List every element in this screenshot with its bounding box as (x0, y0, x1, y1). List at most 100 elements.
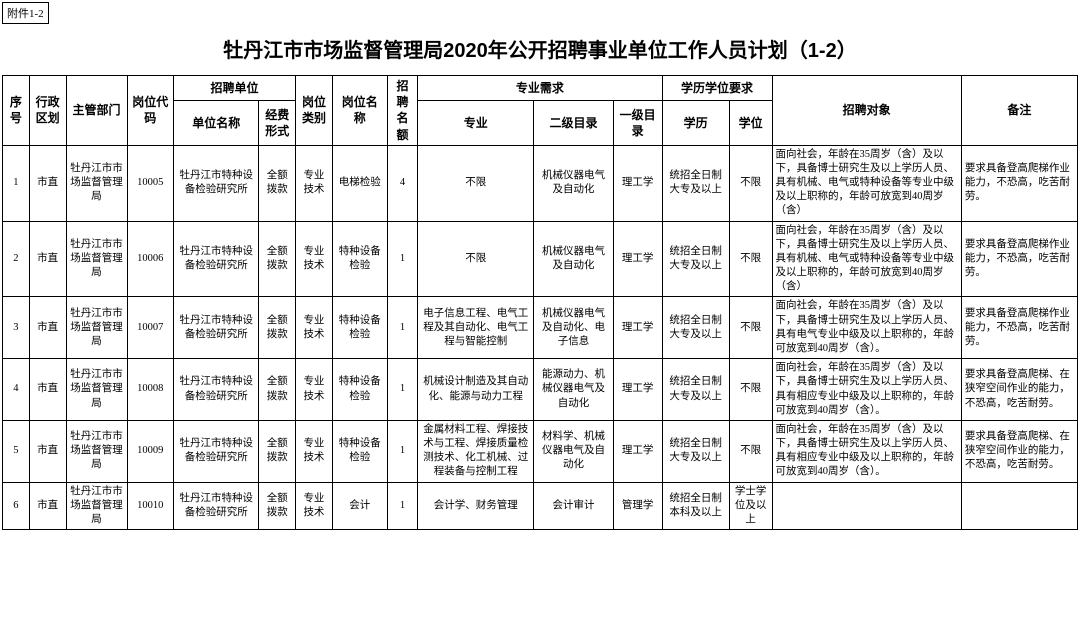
cell-unit: 牡丹江市特种设备检验研究所 (173, 297, 259, 359)
cell-edu: 统招全日制大专及以上 (662, 297, 729, 359)
cell-unit: 牡丹江市特种设备检验研究所 (173, 420, 259, 482)
cell-pname: 特种设备检验 (332, 221, 387, 297)
th-major-group: 专业需求 (418, 76, 662, 101)
table-row: 3市直牡丹江市市场监督管理局10007牡丹江市特种设备检验研究所全额拨款专业技术… (3, 297, 1078, 359)
cell-ptype: 专业技术 (296, 420, 333, 482)
cell-cat2: 机械仪器电气及自动化 (534, 145, 613, 221)
cell-unit: 牡丹江市特种设备检验研究所 (173, 145, 259, 221)
cell-target (772, 482, 961, 530)
th-target: 招聘对象 (772, 76, 961, 146)
cell-admin: 市直 (29, 221, 66, 297)
cell-fund: 全额拨款 (259, 482, 296, 530)
cell-cat1: 管理学 (613, 482, 662, 530)
cell-code: 10007 (127, 297, 173, 359)
cell-quota: 1 (387, 359, 418, 421)
cell-deg: 学士学位及以上 (729, 482, 772, 530)
cell-fund: 全额拨款 (259, 359, 296, 421)
cell-cat2: 会计审计 (534, 482, 613, 530)
cell-ptype: 专业技术 (296, 221, 333, 297)
th-code: 岗位代码 (127, 76, 173, 146)
cell-pname: 电梯检验 (332, 145, 387, 221)
cell-quota: 1 (387, 221, 418, 297)
cell-ptype: 专业技术 (296, 482, 333, 530)
cell-note: 要求具备登高爬梯作业能力，不恐高，吃苦耐劳。 (961, 145, 1077, 221)
table-row: 6市直牡丹江市市场监督管理局10010牡丹江市特种设备检验研究所全额拨款专业技术… (3, 482, 1078, 530)
th-pname: 岗位名称 (332, 76, 387, 146)
cell-admin: 市直 (29, 359, 66, 421)
cell-seq: 6 (3, 482, 30, 530)
cell-pname: 特种设备检验 (332, 359, 387, 421)
cell-admin: 市直 (29, 420, 66, 482)
th-cat1: 一级目录 (613, 101, 662, 146)
th-major: 专业 (418, 101, 534, 146)
th-ptype: 岗位类别 (296, 76, 333, 146)
cell-note: 要求具备登高爬梯作业能力，不恐高，吃苦耐劳。 (961, 221, 1077, 297)
cell-dept: 牡丹江市市场监督管理局 (66, 359, 127, 421)
cell-dept: 牡丹江市市场监督管理局 (66, 420, 127, 482)
cell-deg: 不限 (729, 145, 772, 221)
cell-admin: 市直 (29, 145, 66, 221)
cell-seq: 4 (3, 359, 30, 421)
cell-ptype: 专业技术 (296, 145, 333, 221)
page-title: 牡丹江市市场监督管理局2020年公开招聘事业单位工作人员计划（1-2） (0, 24, 1080, 75)
cell-deg: 不限 (729, 359, 772, 421)
table-body: 1市直牡丹江市市场监督管理局10005牡丹江市特种设备检验研究所全额拨款专业技术… (3, 145, 1078, 529)
cell-cat1: 理工学 (613, 221, 662, 297)
cell-deg: 不限 (729, 297, 772, 359)
cell-code: 10006 (127, 221, 173, 297)
cell-fund: 全额拨款 (259, 297, 296, 359)
cell-note (961, 482, 1077, 530)
th-deg: 学位 (729, 101, 772, 146)
cell-note: 要求具备登高爬梯作业能力，不恐高，吃苦耐劳。 (961, 297, 1077, 359)
table-row: 1市直牡丹江市市场监督管理局10005牡丹江市特种设备检验研究所全额拨款专业技术… (3, 145, 1078, 221)
cell-code: 10010 (127, 482, 173, 530)
cell-seq: 3 (3, 297, 30, 359)
th-fund: 经费形式 (259, 101, 296, 146)
th-note: 备注 (961, 76, 1077, 146)
cell-edu: 统招全日制大专及以上 (662, 221, 729, 297)
th-edu: 学历 (662, 101, 729, 146)
cell-edu: 统招全日制本科及以上 (662, 482, 729, 530)
cell-unit: 牡丹江市特种设备检验研究所 (173, 482, 259, 530)
cell-major: 机械设计制造及其自动化、能源与动力工程 (418, 359, 534, 421)
cell-pname: 特种设备检验 (332, 297, 387, 359)
th-admin: 行政区划 (29, 76, 66, 146)
cell-edu: 统招全日制大专及以上 (662, 420, 729, 482)
cell-major: 不限 (418, 145, 534, 221)
cell-dept: 牡丹江市市场监督管理局 (66, 221, 127, 297)
cell-seq: 5 (3, 420, 30, 482)
cell-target: 面向社会，年龄在35周岁（含）及以下，具备博士研究生及以上学历人员、具有相应专业… (772, 359, 961, 421)
cell-code: 10005 (127, 145, 173, 221)
cell-edu: 统招全日制大专及以上 (662, 359, 729, 421)
cell-code: 10008 (127, 359, 173, 421)
cell-quota: 4 (387, 145, 418, 221)
cell-fund: 全额拨款 (259, 420, 296, 482)
cell-ptype: 专业技术 (296, 297, 333, 359)
cell-seq: 1 (3, 145, 30, 221)
cell-admin: 市直 (29, 297, 66, 359)
cell-target: 面向社会，年龄在35周岁（含）及以下，具备博士研究生及以上学历人员、具有机械、电… (772, 145, 961, 221)
cell-seq: 2 (3, 221, 30, 297)
attachment-label: 附件1-2 (2, 2, 49, 24)
cell-cat2: 能源动力、机械仪器电气及自动化 (534, 359, 613, 421)
cell-note: 要求具备登高爬梯、在狭窄空间作业的能力，不恐高，吃苦耐劳。 (961, 420, 1077, 482)
cell-cat2: 机械仪器电气及自动化、电子信息 (534, 297, 613, 359)
cell-major: 金属材料工程、焊接技术与工程、焊接质量检测技术、化工机械、过程装备与控制工程 (418, 420, 534, 482)
recruitment-table: 序号 行政区划 主管部门 岗位代码 招聘单位 岗位类别 岗位名称 招聘名额 专业… (2, 75, 1078, 530)
cell-cat1: 理工学 (613, 297, 662, 359)
cell-target: 面向社会，年龄在35周岁（含）及以下，具备博士研究生及以上学历人员、具有机械、电… (772, 221, 961, 297)
cell-unit: 牡丹江市特种设备检验研究所 (173, 221, 259, 297)
cell-quota: 1 (387, 297, 418, 359)
table-row: 2市直牡丹江市市场监督管理局10006牡丹江市特种设备检验研究所全额拨款专业技术… (3, 221, 1078, 297)
cell-cat1: 理工学 (613, 145, 662, 221)
cell-edu: 统招全日制大专及以上 (662, 145, 729, 221)
cell-major: 电子信息工程、电气工程及其自动化、电气工程与智能控制 (418, 297, 534, 359)
cell-pname: 特种设备检验 (332, 420, 387, 482)
table-row: 5市直牡丹江市市场监督管理局10009牡丹江市特种设备检验研究所全额拨款专业技术… (3, 420, 1078, 482)
th-cat2: 二级目录 (534, 101, 613, 146)
cell-cat1: 理工学 (613, 420, 662, 482)
cell-dept: 牡丹江市市场监督管理局 (66, 145, 127, 221)
cell-code: 10009 (127, 420, 173, 482)
th-unit: 单位名称 (173, 101, 259, 146)
cell-pname: 会计 (332, 482, 387, 530)
